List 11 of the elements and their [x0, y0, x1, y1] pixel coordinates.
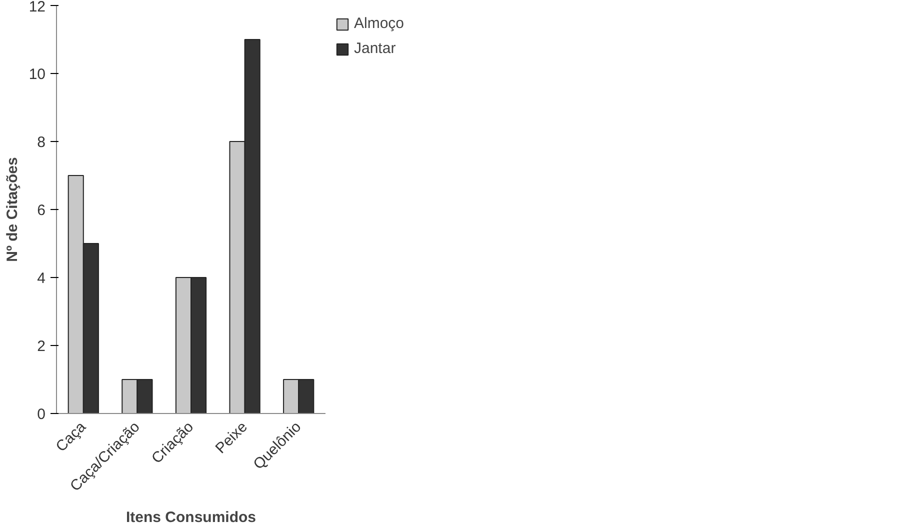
y-tick-label: 0: [37, 406, 46, 423]
legend-label: Jantar: [354, 40, 396, 57]
y-tick-label: 4: [37, 270, 46, 287]
x-axis-title: Itens Consumidos: [126, 508, 256, 526]
legend-label: Almoço: [354, 15, 404, 32]
y-axis-title: Nº de Citações: [4, 157, 21, 262]
y-tick-label: 12: [28, 0, 46, 16]
y-tick-label: 2: [37, 338, 46, 355]
y-tick-label: 6: [37, 202, 46, 219]
y-tick-label: 8: [37, 134, 46, 151]
y-tick-label: 10: [28, 66, 46, 83]
